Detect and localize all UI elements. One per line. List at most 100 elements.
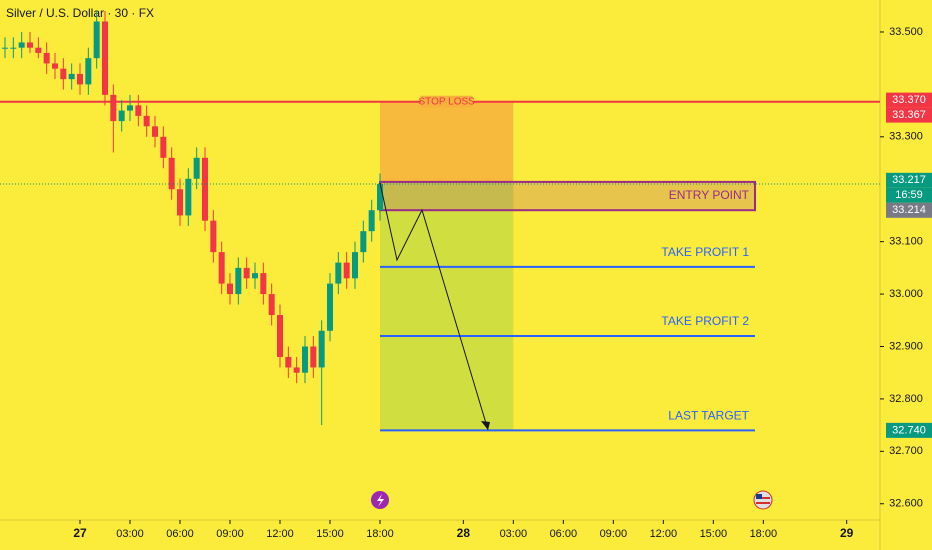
stop-loss-label-bg bbox=[420, 95, 473, 108]
candle-body bbox=[102, 21, 108, 95]
candle-body bbox=[243, 267, 250, 279]
target-label: TAKE PROFIT 1 bbox=[661, 245, 749, 259]
candle-body bbox=[335, 262, 342, 284]
price-tag bbox=[886, 172, 932, 188]
x-tick-label: 06:00 bbox=[550, 528, 578, 540]
countdown-bg bbox=[886, 187, 932, 203]
price-tag-label: 32.740 bbox=[892, 424, 926, 436]
entry-box bbox=[379, 180, 756, 212]
candle-body bbox=[343, 262, 350, 279]
price-tag-label: 33.370 bbox=[892, 94, 926, 106]
countdown: 16:59 bbox=[895, 189, 923, 201]
candle-body bbox=[1, 47, 8, 49]
candle-body bbox=[168, 157, 175, 190]
y-tick-label: 33.300 bbox=[889, 131, 923, 143]
plot: STOP LOSS ENTRY POINT TAKE PROFIT 1 TAKE PR… bbox=[0, 11, 880, 432]
candle-body bbox=[252, 273, 258, 279]
path-arrow bbox=[379, 182, 489, 431]
flag-stripe bbox=[756, 497, 770, 499]
candle-body bbox=[277, 315, 283, 357]
x-tick-label: 09:00 bbox=[216, 528, 244, 540]
candle-body bbox=[127, 105, 133, 111]
candle-body bbox=[10, 47, 17, 49]
x-tick-label: 29 bbox=[840, 526, 854, 540]
x-tick-label: 18:00 bbox=[366, 528, 394, 540]
price-tag bbox=[886, 202, 932, 218]
price-tag-label: 33.214 bbox=[892, 204, 926, 216]
risk-zone bbox=[380, 101, 514, 182]
candle-body bbox=[227, 283, 233, 295]
candle-body bbox=[68, 73, 75, 80]
event-icon bbox=[753, 490, 773, 510]
x-tick-label: 18:00 bbox=[750, 528, 778, 540]
candle-body bbox=[360, 231, 367, 253]
target-label: TAKE PROFIT 2 bbox=[661, 314, 749, 328]
y-tick-label: 33.500 bbox=[889, 26, 923, 38]
candle-body bbox=[18, 42, 25, 48]
y-tick-label: 33.100 bbox=[889, 236, 923, 248]
flag-canton bbox=[756, 494, 762, 499]
y-tick-label: 32.700 bbox=[889, 445, 923, 457]
x-tick-label: 06:00 bbox=[166, 528, 194, 540]
candle-body bbox=[60, 68, 67, 80]
candle-body bbox=[35, 47, 42, 53]
candle-body bbox=[377, 183, 383, 211]
x-tick-label: 15:00 bbox=[316, 528, 344, 540]
candle-body bbox=[85, 58, 92, 85]
y-tick-label: 32.600 bbox=[889, 498, 923, 510]
x-tick-label: 15:00 bbox=[700, 528, 728, 540]
candle-body bbox=[143, 115, 150, 127]
candle-body bbox=[118, 110, 125, 122]
candle-body bbox=[185, 178, 192, 216]
y-tick-label: 32.800 bbox=[889, 393, 923, 405]
x-tick-label: 09:00 bbox=[600, 528, 628, 540]
x-tick-label: 27 bbox=[73, 526, 87, 540]
price-tag bbox=[886, 92, 932, 108]
x-tick-label: 12:00 bbox=[266, 528, 294, 540]
candle-body bbox=[285, 356, 292, 368]
candle-body bbox=[202, 157, 208, 221]
price-tag-label: 33.367 bbox=[892, 109, 926, 121]
candle-body bbox=[110, 94, 117, 122]
target-label: LAST TARGET bbox=[668, 409, 749, 423]
candle-body bbox=[52, 63, 58, 69]
candle-body bbox=[210, 220, 217, 253]
candle-body bbox=[160, 136, 167, 158]
price-tag bbox=[886, 422, 932, 438]
y-tick-label: 33.000 bbox=[889, 288, 923, 300]
candle-body bbox=[268, 294, 275, 316]
price-tag-label: 33.217 bbox=[892, 174, 926, 186]
chart-title: Silver / U.S. Dollar · 30 · FX bbox=[6, 6, 154, 20]
candle-body bbox=[368, 210, 375, 232]
x-tick-label: 03:00 bbox=[500, 528, 528, 540]
candle-body bbox=[318, 330, 325, 368]
flag-stripe bbox=[756, 502, 770, 504]
arrow-head bbox=[481, 421, 490, 430]
candle-body bbox=[27, 42, 33, 48]
candle-body bbox=[135, 105, 142, 116]
candle-body bbox=[235, 267, 242, 295]
reward-zone bbox=[380, 181, 514, 431]
candle-body bbox=[218, 252, 225, 284]
candle-body bbox=[260, 273, 267, 295]
x-tick-label: 28 bbox=[457, 526, 471, 540]
x-tick-label: 03:00 bbox=[116, 528, 144, 540]
x-tick-label: 12:00 bbox=[650, 528, 678, 540]
candle-body bbox=[302, 346, 308, 373]
event-icon-bolt bbox=[377, 494, 384, 507]
candle-body bbox=[193, 157, 200, 179]
candle-body bbox=[327, 283, 333, 331]
candle-body bbox=[93, 21, 100, 59]
candle-body bbox=[152, 126, 158, 137]
stop-loss-label: STOP LOSS bbox=[419, 96, 476, 107]
entry-label: ENTRY POINT bbox=[669, 188, 750, 202]
candle-body bbox=[177, 189, 183, 216]
candle-body bbox=[43, 52, 50, 64]
candle-body bbox=[293, 367, 300, 373]
candle-body bbox=[77, 73, 83, 85]
candle-body bbox=[310, 346, 317, 368]
y-tick-label: 32.900 bbox=[889, 340, 923, 352]
price-tag bbox=[886, 107, 932, 123]
